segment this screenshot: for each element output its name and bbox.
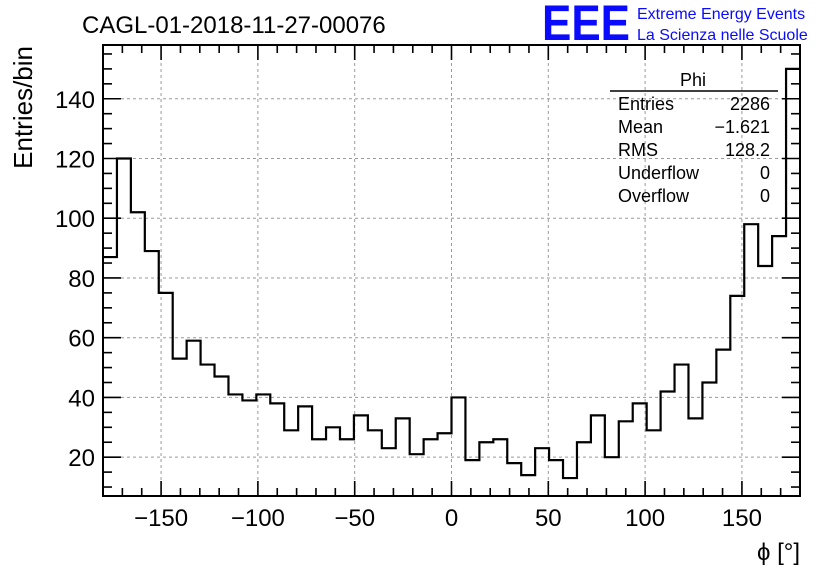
histogram-bin	[368, 430, 382, 496]
histogram-bin	[438, 433, 452, 496]
histogram-bin	[730, 296, 744, 496]
histogram-bin	[354, 415, 368, 496]
histogram-bin	[242, 400, 256, 496]
y-tick-label: 40	[68, 385, 95, 412]
histogram-bin	[702, 383, 716, 496]
stats-value-rms: 128.2	[725, 140, 770, 160]
stats-value-entries: 2286	[730, 94, 770, 114]
histogram-bin	[424, 439, 438, 496]
histogram-bin	[758, 266, 772, 496]
histogram-bin	[284, 430, 298, 496]
histogram-bin	[187, 341, 201, 496]
histogram-bin	[577, 442, 591, 496]
histogram-bin	[688, 418, 702, 496]
x-tick-label: 100	[625, 505, 665, 532]
eee-logo: EEE Extreme Energy Events La Scienza nel…	[542, 0, 808, 51]
stats-label-overflow: Overflow	[618, 186, 690, 206]
histogram-bin	[591, 415, 605, 496]
x-axis-title: ϕ [°]	[757, 539, 800, 566]
histogram-bin	[326, 427, 340, 496]
x-tick-label: 0	[445, 505, 458, 532]
x-tick-label: −150	[134, 505, 188, 532]
axis-ticks	[102, 45, 801, 496]
histogram-bin	[716, 350, 730, 496]
y-tick-label: 60	[68, 326, 95, 353]
stats-value-underflow: 0	[760, 163, 770, 183]
histogram-bin	[661, 391, 675, 496]
histogram-bin	[117, 158, 131, 496]
y-tick-label: 80	[68, 266, 95, 293]
histogram-bin	[452, 397, 466, 496]
histogram-bin	[549, 460, 563, 496]
y-tick-label: 100	[55, 206, 95, 233]
histogram-bin	[131, 212, 145, 496]
histogram-bin	[465, 460, 479, 496]
tick-labels: −150 −100 −50 0 50 100 150 20 40 60 80 100 120 140	[55, 87, 762, 532]
logo-line-2: La Scienza nelle Scuole	[637, 27, 808, 44]
histogram-bin	[270, 403, 284, 496]
y-tick-label: 20	[68, 445, 95, 472]
stats-label-entries: Entries	[618, 94, 674, 114]
histogram-bin	[563, 478, 577, 496]
histogram-bin	[173, 359, 187, 496]
stats-title: Phi	[680, 70, 706, 90]
histogram-bin	[675, 365, 689, 496]
histogram-bin	[410, 454, 424, 496]
y-axis-title: Entries/bin	[8, 46, 38, 169]
histogram-bin	[396, 418, 410, 496]
histogram-bin	[215, 377, 229, 496]
y-tick-label: 140	[55, 87, 95, 114]
histogram-bin	[744, 224, 758, 496]
stats-label-underflow: Underflow	[618, 163, 700, 183]
stats-label-rms: RMS	[618, 140, 658, 160]
y-tick-label: 120	[55, 146, 95, 173]
histogram-bin	[298, 406, 312, 496]
histogram-bin	[256, 394, 270, 496]
histogram-bin	[340, 439, 354, 496]
histogram-bin	[145, 251, 159, 496]
x-tick-label: −50	[334, 505, 375, 532]
stats-label-mean: Mean	[618, 117, 663, 137]
x-tick-label: −100	[231, 505, 285, 532]
chart-title: CAGL-01-2018-11-27-00076	[82, 12, 386, 39]
x-tick-label: 150	[722, 505, 762, 532]
histogram-bin	[228, 394, 242, 496]
histogram-bin	[647, 430, 661, 496]
histogram-bin	[312, 439, 326, 496]
logo-line-1: Extreme Energy Events	[637, 6, 805, 23]
eee-logo-mark: EEE	[542, 0, 630, 51]
histogram-bin	[479, 442, 493, 496]
stats-value-overflow: 0	[760, 186, 770, 206]
histogram-bin	[786, 69, 800, 496]
histogram-bin	[493, 439, 507, 496]
stats-value-mean: −1.621	[714, 117, 770, 137]
histogram-bin	[535, 448, 549, 496]
x-tick-label: 50	[535, 505, 562, 532]
histogram-bin	[159, 293, 173, 496]
histogram-outline	[103, 67, 800, 480]
stats-box: Phi Entries 2286 Mean −1.621 RMS 128.2 U…	[610, 70, 778, 206]
histogram-bin	[201, 365, 215, 496]
histogram-bin	[619, 421, 633, 496]
